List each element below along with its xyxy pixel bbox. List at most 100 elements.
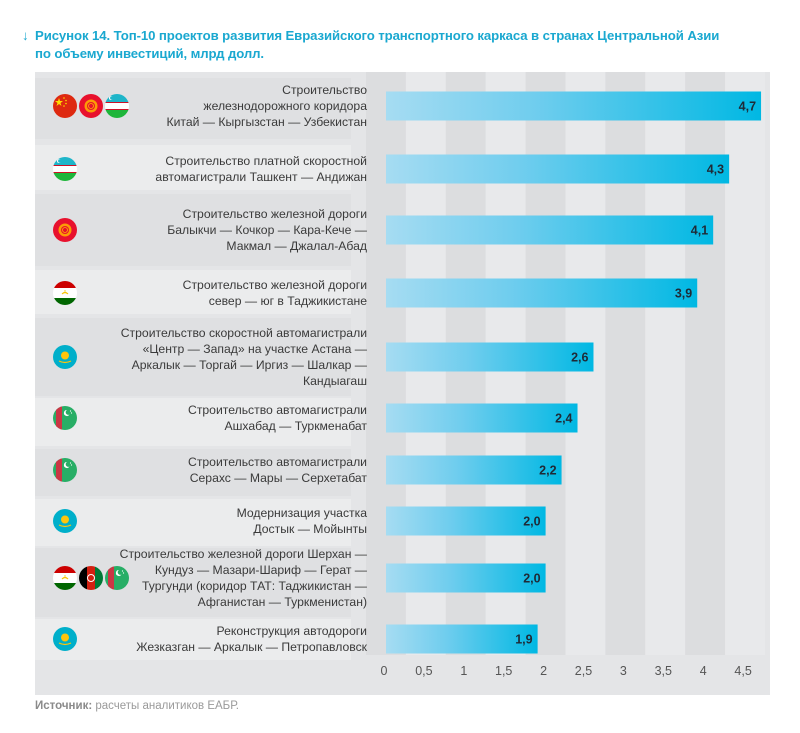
value-label: 1,9 (515, 633, 532, 647)
chart-title-line-1: Рисунок 14. Топ-10 проектов развития Евр… (35, 28, 720, 43)
category-label-line: Строительство платной скоростной (165, 154, 367, 168)
row-background (35, 398, 351, 446)
category-label-line: Китай — Кыргызстан — Узбекистан (166, 115, 367, 129)
value-label: 4,7 (739, 100, 756, 114)
x-tick-label: 1 (460, 664, 467, 678)
x-tick-label: 3,5 (655, 664, 672, 678)
bar (386, 154, 730, 184)
category-label-line: Балыкчи — Кочкор — Кара-Кече — (167, 223, 367, 237)
x-tick-label: 2,5 (575, 664, 592, 678)
category-label: Строительство скоростной автомагистрали «… (121, 325, 367, 389)
row-background (35, 499, 351, 546)
x-tick-label: 0 (381, 664, 388, 678)
row-background (35, 449, 351, 496)
value-label: 4,3 (707, 163, 724, 177)
country-flags (53, 157, 77, 181)
x-tick-label: 3 (620, 664, 627, 678)
category-label-line: Жезказган — Аркалык — Петропавловск (136, 640, 367, 654)
grid-band (725, 72, 765, 655)
category-label-line: Модернизация участка (236, 506, 367, 520)
country-flags (53, 406, 77, 430)
category-label-line: Ашхабад — Туркменабат (224, 419, 367, 433)
bar (386, 403, 578, 433)
category-label: Строительство железнодорожного коридора Ки… (166, 82, 367, 130)
kazakhstan-flag-icon (53, 627, 77, 651)
category-label: Модернизация участка Достык — Мойынты (237, 505, 367, 537)
category-label-line: Тургунди (коридор ТАТ: Таджикистан — (142, 579, 367, 593)
category-label-line: Макмал — Джалал-Абад (226, 239, 367, 253)
category-label: Строительство автомагистрали Серахс — Мар… (188, 454, 367, 486)
category-label-line: Строительство железной дороги (182, 207, 367, 221)
source-note: Источник: расчеты аналитиков ЕАБР. (35, 700, 239, 712)
x-tick-label: 2 (540, 664, 547, 678)
category-label-line: Строительство скоростной автомагистрали (120, 326, 367, 340)
category-label-line: «Центр — Запад» на участке Астана — (142, 342, 367, 356)
x-tick-label: 4,5 (734, 664, 751, 678)
value-labels: 4,7 4,3 4,1 3,9 2,6 2,4 2,2 2,0 2,0 1,9 (515, 100, 756, 647)
category-label-line: север — юг в Таджикистане (208, 294, 367, 308)
bar (386, 455, 562, 485)
country-flags (53, 281, 77, 305)
chart-title: ↓ Рисунок 14. Топ-10 проектов развития Ев… (22, 27, 782, 63)
value-label: 4,1 (691, 224, 708, 238)
bar (386, 91, 762, 121)
bar (386, 563, 546, 593)
country-flags (53, 509, 77, 533)
kazakhstan-flag-icon (53, 345, 77, 369)
x-tick-label: 4 (700, 664, 707, 678)
kyrgyzstan-flag-icon (79, 94, 103, 118)
tajikistan-flag-icon (53, 281, 77, 305)
category-label: Строительство автомагистрали Ашхабад — Ту… (188, 402, 367, 434)
tajikistan-flag-icon (53, 566, 77, 590)
category-label-line: Серахс — Мары — Серхетабат (189, 471, 367, 485)
category-label: Строительство железной дороги Шерхан — Ку… (120, 546, 367, 610)
bar (386, 278, 698, 308)
category-label-line: Кандыагаш (303, 374, 367, 388)
category-label-line: Достык — Мойынты (253, 522, 367, 536)
x-tick-label: 1,5 (495, 664, 512, 678)
source-label: Источник: (35, 700, 93, 712)
china-flag-icon (53, 94, 77, 118)
x-axis-ticks: 0 0,5 1 1,5 2 2,5 3 3,5 4 4,5 (381, 664, 752, 678)
category-label-line: Строительство автомагистрали (188, 403, 367, 417)
chart-title-line-2: по объему инвестиций, млрд долл. (35, 46, 264, 61)
turkmenistan-flag-icon (53, 406, 77, 430)
category-label: Строительство железной дороги Балыкчи — К… (167, 206, 367, 254)
uzbekistan-flag-icon (53, 157, 77, 181)
category-label-line: автомагистрали Ташкент — Андижан (155, 170, 367, 184)
uzbekistan-flag-icon (105, 94, 129, 118)
country-flags (53, 566, 129, 590)
country-flags (53, 627, 77, 651)
kazakhstan-flag-icon (53, 509, 77, 533)
value-label: 2,2 (539, 464, 556, 478)
category-label-line: Строительство (282, 83, 367, 97)
bar (386, 506, 546, 536)
row-background (35, 194, 351, 266)
category-label: Реконструкция автодороги Жезказган — Арка… (136, 623, 367, 655)
value-label: 2,0 (523, 515, 540, 529)
category-label: Строительство железной дороги север — юг … (183, 277, 367, 309)
turkmenistan-flag-icon (105, 566, 129, 590)
country-flags (53, 458, 77, 482)
value-label: 2,6 (571, 351, 588, 365)
value-label: 3,9 (675, 287, 692, 301)
source-text: расчеты аналитиков ЕАБР. (92, 700, 239, 712)
row-background (35, 318, 351, 396)
category-label-line: железнодорожного коридора (203, 99, 367, 113)
value-label: 2,0 (523, 572, 540, 586)
row-background (35, 270, 351, 314)
country-flags (53, 218, 77, 242)
kyrgyzstan-flag-icon (53, 218, 77, 242)
category-label-line: Строительство автомагистрали (188, 455, 367, 469)
category-label: Строительство платной скоростной автомаги… (155, 153, 367, 185)
x-tick-label: 0,5 (415, 664, 432, 678)
country-flags (53, 345, 77, 369)
bars (386, 91, 762, 654)
bar (386, 215, 714, 245)
bar (386, 342, 594, 372)
row-background (35, 145, 351, 190)
category-label-line: Строительство железной дороги (182, 278, 367, 292)
value-label: 2,4 (555, 412, 572, 426)
turkmenistan-flag-icon (53, 458, 77, 482)
